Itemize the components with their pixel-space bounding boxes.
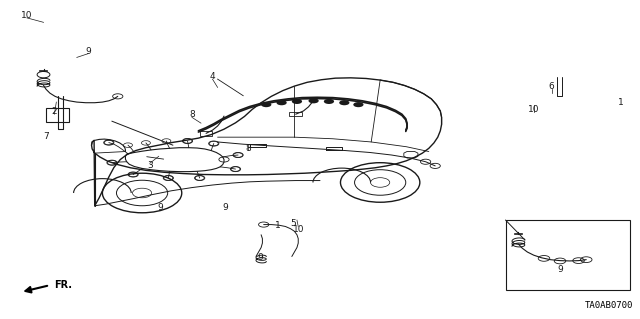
- Bar: [46, 108, 69, 122]
- Text: 10: 10: [292, 225, 304, 234]
- Text: 8: 8: [189, 110, 195, 119]
- Text: 5: 5: [291, 219, 296, 228]
- Circle shape: [276, 100, 287, 105]
- Text: 9: 9: [223, 204, 228, 212]
- Text: 6: 6: [549, 82, 554, 91]
- Text: 7: 7: [44, 132, 49, 141]
- Text: 8: 8: [246, 144, 251, 153]
- Bar: [289, 112, 302, 116]
- Text: TA0AB0700: TA0AB0700: [585, 301, 634, 310]
- Circle shape: [339, 100, 349, 105]
- Circle shape: [261, 102, 271, 107]
- Text: 1: 1: [275, 221, 280, 230]
- Text: 1: 1: [618, 98, 623, 107]
- Text: 9: 9: [157, 203, 163, 212]
- Bar: [506, 220, 630, 290]
- Text: 10: 10: [21, 11, 33, 20]
- Circle shape: [324, 99, 334, 104]
- Circle shape: [308, 98, 319, 103]
- Text: 9: 9: [86, 47, 91, 56]
- Text: 10: 10: [528, 105, 540, 114]
- Bar: [200, 131, 212, 136]
- Text: 4: 4: [210, 72, 215, 81]
- Text: FR.: FR.: [54, 280, 72, 290]
- Circle shape: [353, 102, 364, 107]
- Text: 9: 9: [257, 253, 262, 262]
- Text: 2: 2: [52, 107, 57, 116]
- Circle shape: [292, 99, 302, 104]
- Text: 3: 3: [147, 161, 152, 170]
- Text: 9: 9: [558, 265, 563, 274]
